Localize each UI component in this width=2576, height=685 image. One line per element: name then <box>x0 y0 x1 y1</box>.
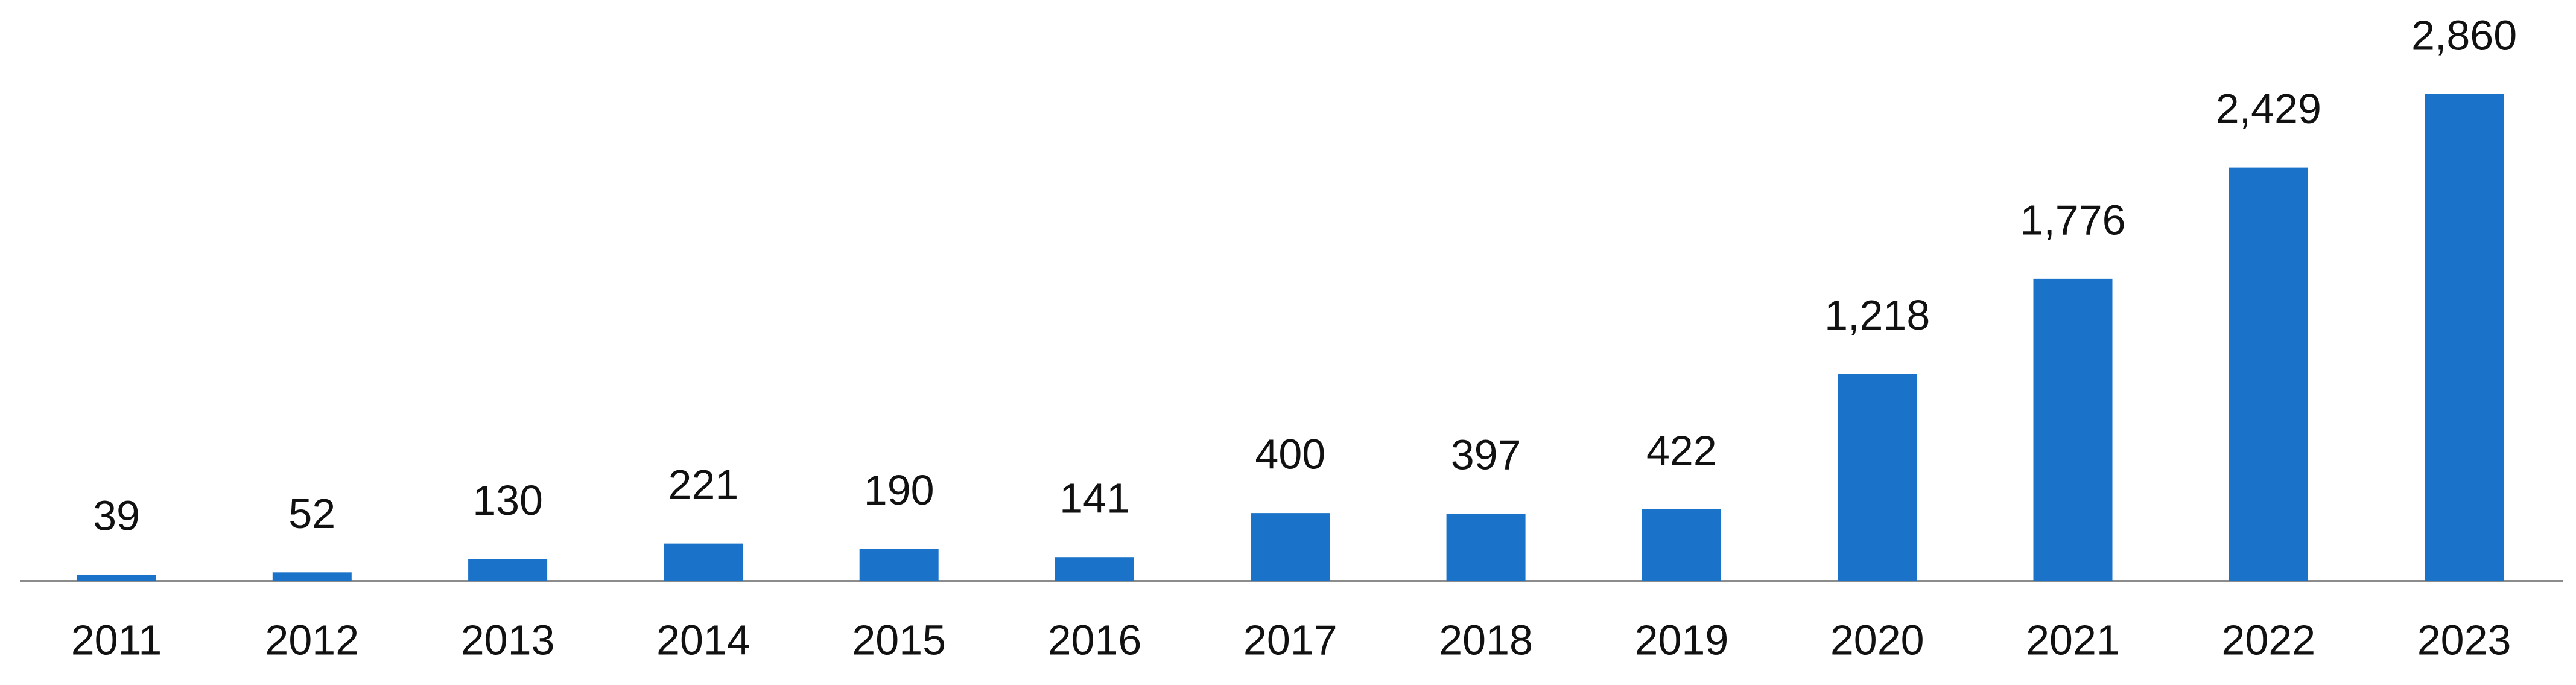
data-label: 1,776 <box>2020 196 2125 243</box>
bar <box>1251 513 1330 581</box>
bar <box>468 559 548 581</box>
bar <box>272 572 352 581</box>
x-tick-label: 2013 <box>461 616 555 663</box>
bar <box>1446 513 1526 581</box>
data-label: 52 <box>288 490 335 537</box>
bar <box>2229 167 2308 581</box>
bar <box>1838 374 1917 581</box>
x-tick-label: 2019 <box>1635 616 1729 663</box>
data-label: 39 <box>93 492 140 539</box>
data-label: 221 <box>668 461 739 508</box>
x-tick-label: 2022 <box>2221 616 2315 663</box>
x-tick-label: 2012 <box>265 616 359 663</box>
x-tick-label: 2018 <box>1439 616 1533 663</box>
data-label: 2,429 <box>2216 85 2321 132</box>
data-label: 2,860 <box>2411 11 2517 59</box>
data-label: 1,218 <box>1824 292 1930 339</box>
bar <box>77 574 156 581</box>
x-tick-label: 2015 <box>852 616 946 663</box>
data-label: 400 <box>1255 431 1325 478</box>
bar <box>1055 557 1134 581</box>
x-tick-label: 2020 <box>1830 616 1924 663</box>
bar <box>859 549 939 581</box>
x-tick-label: 2017 <box>1243 616 1337 663</box>
data-label: 141 <box>1059 475 1130 522</box>
x-tick-label: 2021 <box>2026 616 2120 663</box>
data-label: 190 <box>864 467 934 514</box>
x-tick-label: 2016 <box>1048 616 1142 663</box>
x-tick-label: 2023 <box>2417 616 2511 663</box>
bar <box>664 543 743 581</box>
x-tick-label: 2014 <box>656 616 750 663</box>
x-tick-label: 2011 <box>71 616 162 663</box>
data-label: 422 <box>1646 427 1717 474</box>
data-label: 130 <box>472 477 543 524</box>
bar <box>2033 278 2113 581</box>
bar <box>2425 94 2504 581</box>
bar <box>1642 509 1721 581</box>
data-label: 397 <box>1451 431 1521 478</box>
